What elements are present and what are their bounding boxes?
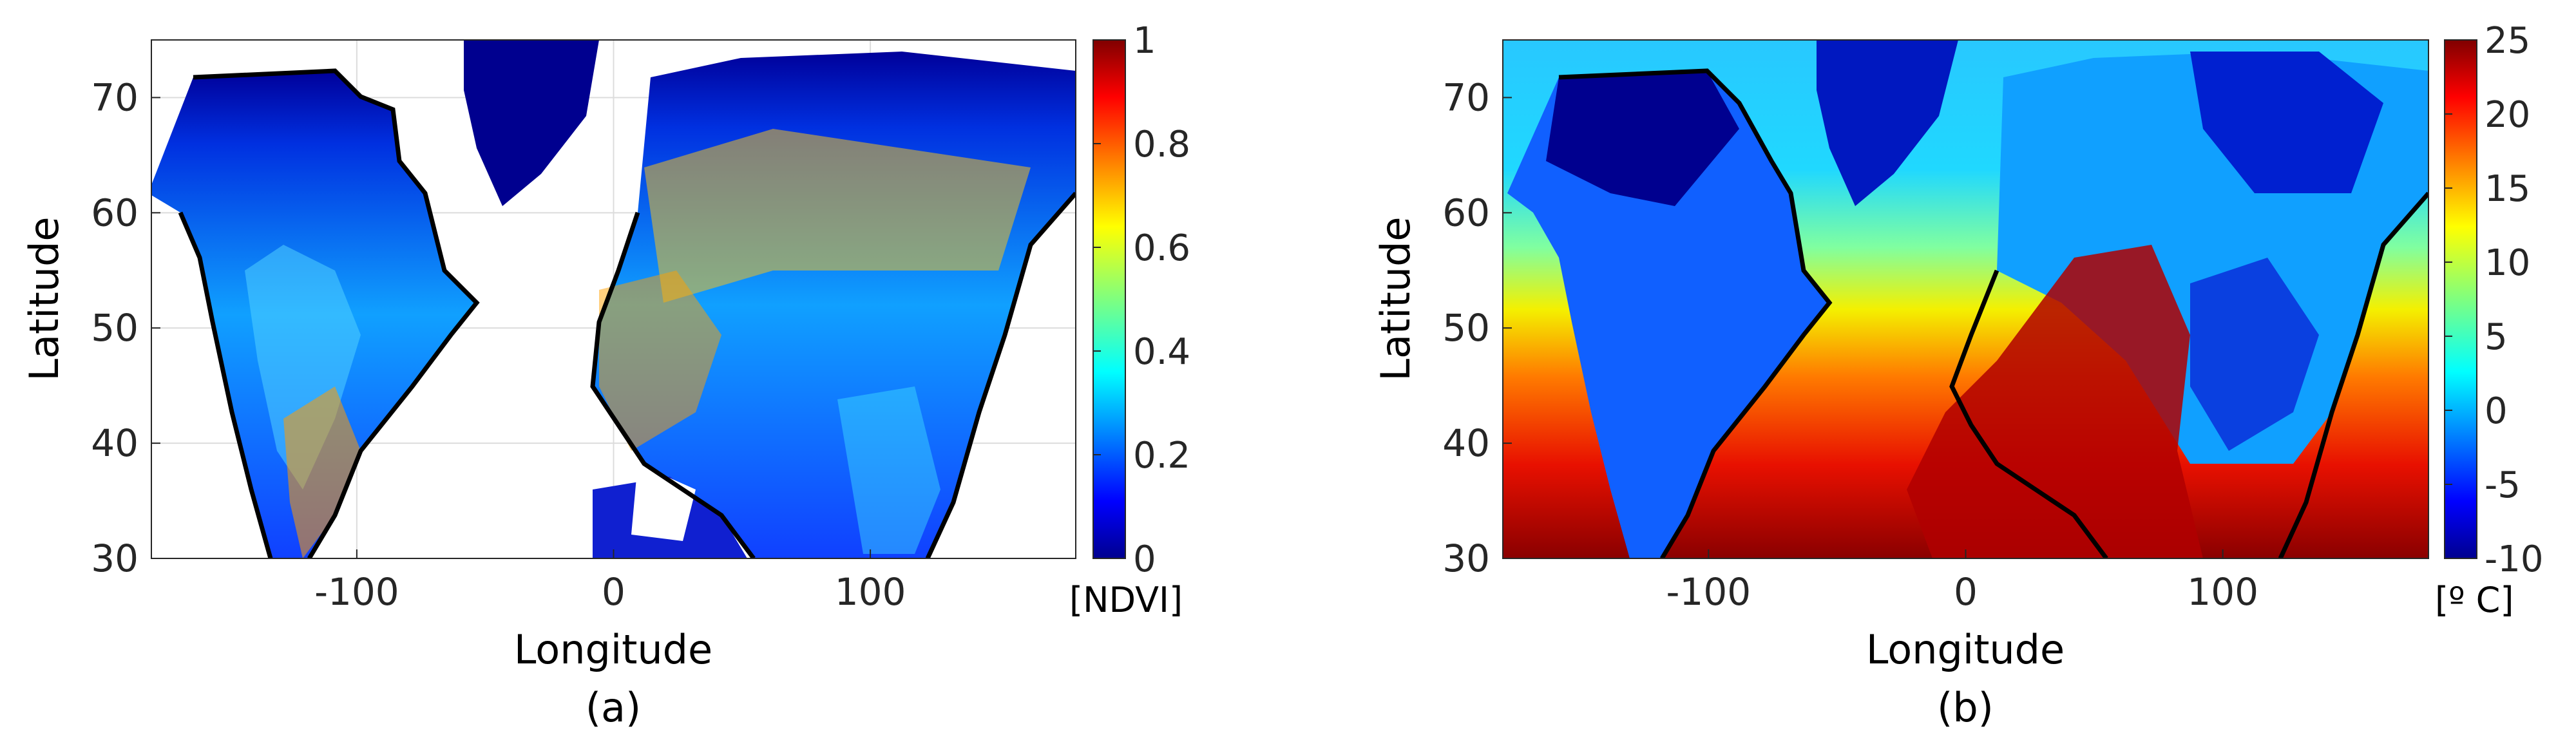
y-tick-label: 40: [1442, 421, 1490, 465]
colorbar-tick-label: 0.8: [1133, 124, 1190, 166]
siberia-cold: [2190, 52, 2383, 193]
colorbar-tick-label: 5: [2485, 316, 2508, 358]
temperature-field: [1503, 40, 2428, 558]
colorbar-tick-label: 0.4: [1133, 331, 1190, 373]
colorbar-tick-labels: 0 0.2 0.4 0.6 0.8 1: [1093, 20, 1190, 580]
x-tick-label: 0: [602, 570, 625, 614]
y-axis-label: Latitude: [1372, 216, 1419, 381]
eurasia-boreal-vegetation: [644, 129, 1031, 303]
y-tick-label: 50: [91, 306, 138, 350]
colorbar-tick-label: 20: [2485, 94, 2530, 136]
x-tick-label: -100: [1666, 570, 1751, 614]
coastline-north-america: [193, 68, 480, 558]
greenland: [464, 40, 599, 206]
central-asia-cold: [2190, 258, 2319, 451]
greenland-cold: [1817, 40, 1958, 206]
x-tick-labels: -100 0 100: [1666, 549, 2258, 614]
coastline-europe: [1949, 269, 2108, 558]
y-tick-label: 30: [1442, 537, 1490, 580]
ndvi-field: [151, 40, 1076, 558]
coastline-europe: [590, 211, 756, 558]
y-tick-labels: 30 40 50 60 70: [1442, 75, 1512, 580]
asia-south-vegetation: [837, 386, 940, 554]
europe-high-ndvi: [599, 271, 721, 451]
colorbar: [2444, 39, 2477, 559]
colorbar-tick-label: 0: [1133, 538, 1156, 580]
y-tick-label: 60: [1442, 191, 1490, 234]
x-tick-label: 100: [835, 570, 906, 614]
hot-region: [1907, 245, 2203, 558]
y-tick-label: 30: [91, 537, 138, 580]
y-tick-labels: 30 40 50 60 70: [91, 75, 160, 580]
panel-a-ndvi-map: -100 0 100 30 40 50 60 70 Longitude (a) Latitu…: [21, 20, 1190, 731]
x-axis-label: Longitude: [514, 626, 712, 673]
north-america-cold: [1507, 71, 1829, 558]
coastline-west: [178, 211, 273, 558]
x-tick-label: 0: [1954, 570, 1978, 614]
arctic-canada-cold: [1546, 71, 1739, 206]
panel-label: (b): [1937, 684, 1994, 731]
y-tick-label: 60: [91, 191, 138, 234]
coastline-asia-east: [925, 191, 1076, 558]
x-axis-label: Longitude: [1866, 626, 2065, 673]
colorbar-tick-label: 15: [2485, 168, 2530, 210]
x-tick-label: -100: [314, 570, 399, 614]
coastline-asia-east: [2278, 191, 2428, 558]
colorbar-tick-labels: -10 -5 0 5 10 15 20 25: [2445, 20, 2543, 580]
y-tick-label: 50: [1442, 306, 1490, 350]
north-america-vegetation: [245, 245, 361, 490]
colorbar-tick-label: 25: [2485, 20, 2530, 62]
colorbar-tick-label: -5: [2485, 464, 2521, 506]
colorbar-unit-label: [NDVI]: [1069, 580, 1183, 620]
x-tick-label: 100: [2187, 570, 2258, 614]
colorbar-tick-label: -10: [2485, 538, 2543, 580]
colorbar-tick-label: 0.6: [1133, 227, 1190, 269]
y-tick-label: 40: [91, 421, 138, 465]
y-tick-label: 70: [91, 75, 138, 119]
x-tick-labels: -100 0 100: [314, 549, 906, 614]
colorbar-tick-label: 0: [2485, 390, 2508, 432]
colorbar: [1092, 39, 1126, 559]
y-axis-label: Latitude: [21, 216, 68, 381]
sea-gap: [631, 464, 696, 541]
colorbar-tick-label: 10: [2485, 242, 2530, 284]
panel-label: (a): [586, 684, 641, 731]
coastline-north-america: [1558, 68, 1833, 558]
y-tick-label: 70: [1442, 75, 1490, 119]
colorbar-tick-label: 1: [1133, 20, 1156, 62]
colorbar-tick-label: 0.2: [1133, 435, 1190, 477]
colorbar-unit-label: [º C]: [2435, 580, 2514, 620]
north-america-high-ndvi: [283, 386, 361, 558]
